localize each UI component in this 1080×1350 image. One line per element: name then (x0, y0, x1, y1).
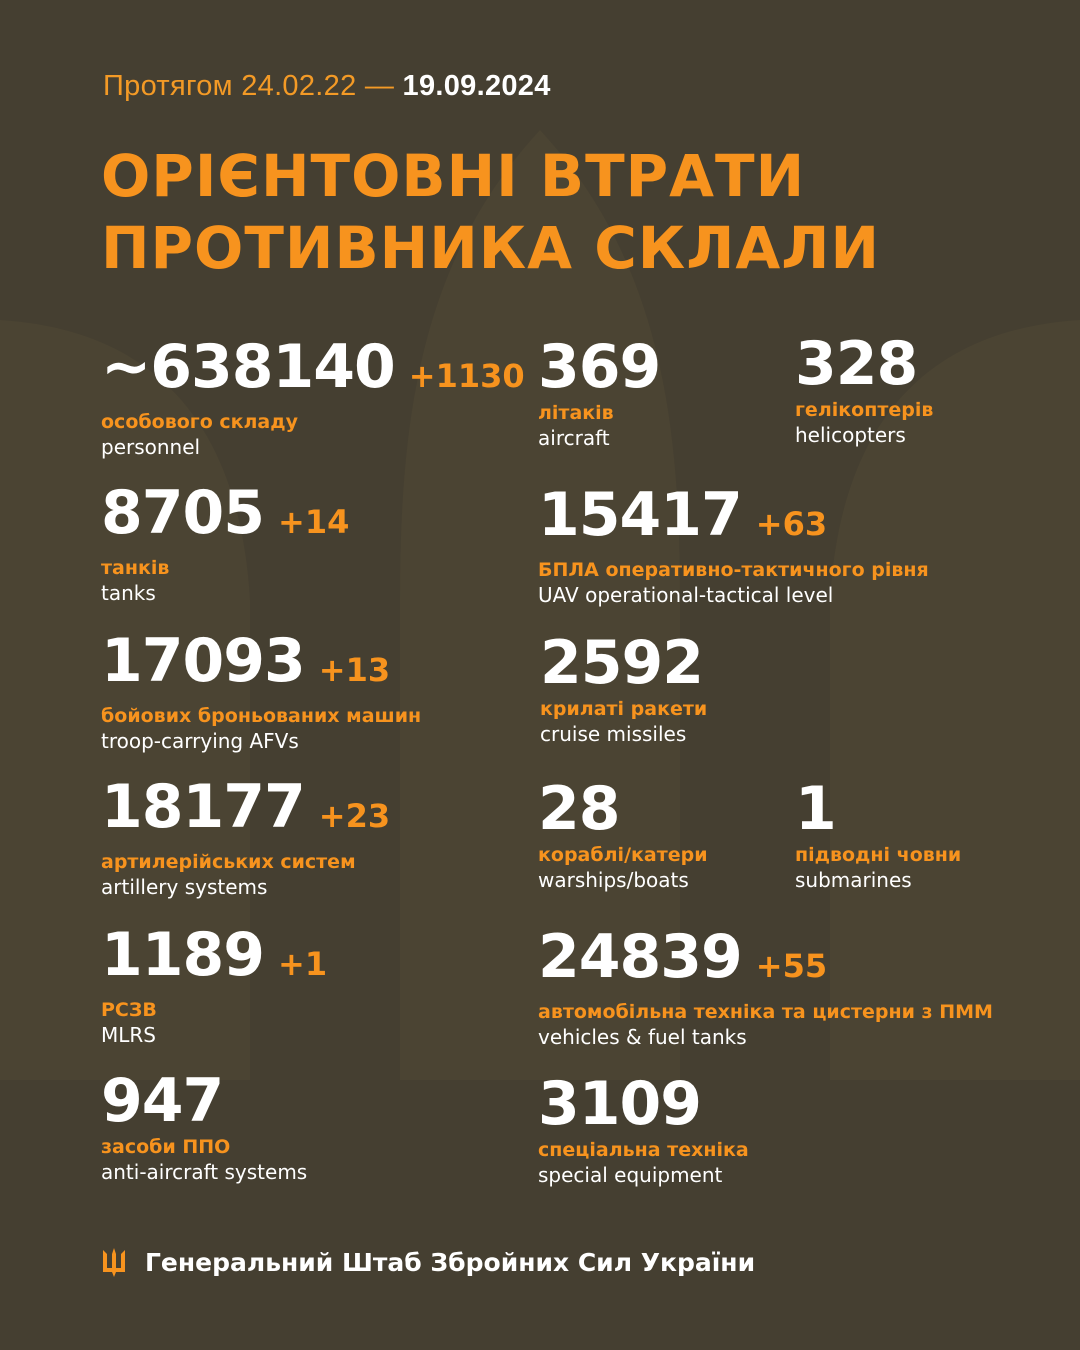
title-line-2: ПРОТИВНИКА СКЛАЛИ (101, 214, 880, 282)
stat-label-en: submarines (795, 868, 912, 892)
stat-delta: +1 (278, 945, 328, 983)
stat-value: 947 (101, 1066, 224, 1136)
stat-label-en: troop-carrying AFVs (101, 729, 299, 753)
stat-label-ua: кораблі/катери (538, 844, 708, 866)
stat-mlrs: 1189 +1 РСЗВ MLRS (101, 924, 327, 1047)
stat-value: 15417 (538, 480, 743, 550)
page-title: ОРІЄНТОВНІ ВТРАТИ ПРОТИВНИКА СКЛАЛИ (101, 140, 880, 284)
stat-personnel: ~638140 +1130 особового складу personnel (101, 336, 525, 459)
stat-label-ua: літаків (538, 402, 614, 424)
stat-delta: +63 (755, 505, 828, 543)
stat-value: 328 (795, 329, 918, 399)
period: Протягом 24.02.22 — 19.09.2024 (103, 70, 551, 103)
stat-label-en: cruise missiles (540, 722, 687, 746)
stat-value: 3109 (538, 1069, 702, 1139)
stat-label-en: artillery systems (101, 875, 268, 899)
stat-label-ua: спеціальна техніка (538, 1139, 749, 1161)
stat-label-en: anti-aircraft systems (101, 1160, 308, 1184)
stat-delta: +55 (755, 947, 828, 985)
stat-label-ua: танків (101, 557, 170, 579)
stat-label-en: aircraft (538, 426, 610, 450)
stat-label-ua: гелікоптерів (795, 399, 934, 421)
period-prefix: Протягом 24.02.22 — (103, 70, 395, 102)
stat-value: 17093 (101, 626, 306, 696)
stat-label-en: personnel (101, 435, 201, 459)
stat-delta: +23 (318, 797, 391, 835)
stat-cruise-missiles: 2592 крилаті ракети cruise missiles (540, 632, 707, 746)
stat-label-ua: РСЗВ (101, 999, 157, 1021)
stat-label-ua: засоби ППО (101, 1136, 231, 1158)
stat-label-en: helicopters (795, 423, 906, 447)
stat-label-en: MLRS (101, 1023, 156, 1047)
footer-text: Генеральний Штаб Збройних Сил України (145, 1247, 756, 1277)
stat-label-ua: артилерійських систем (101, 851, 356, 873)
stat-uav: 15417 +63 БПЛА оперативно-тактичного рівн… (538, 484, 929, 607)
stat-value: 24839 (538, 922, 743, 992)
stat-label-ua: бойових броньованих машин (101, 705, 422, 727)
stat-warships: 28 кораблі/катери warships/boats (538, 778, 708, 892)
stat-label-ua: підводні човни (795, 844, 962, 866)
trident-icon (103, 1248, 125, 1277)
stat-value: 18177 (101, 772, 306, 842)
period-date: 19.09.2024 (402, 70, 551, 102)
stat-aircraft: 369 літаків aircraft (538, 336, 661, 450)
stat-vehicles: 24839 +55 автомобільна техніка та цистерн… (538, 926, 993, 1049)
stat-label-en: tanks (101, 581, 156, 605)
stat-delta: +14 (278, 503, 350, 541)
stat-value: ~638140 (101, 332, 396, 402)
stat-special-equipment: 3109 спеціальна техніка special equipmen… (538, 1073, 749, 1187)
stat-label-ua: БПЛА оперативно-тактичного рівня (538, 559, 929, 581)
stat-tanks: 8705 +14 танків tanks (101, 482, 349, 605)
stat-value: 1189 (101, 920, 265, 990)
stat-label-en: UAV operational-tactical level (538, 583, 834, 607)
footer: Генеральний Штаб Збройних Сил України (101, 1246, 755, 1278)
stat-artillery: 18177 +23 артилерійських систем artillery… (101, 776, 390, 899)
title-line-1: ОРІЄНТОВНІ ВТРАТИ (101, 142, 806, 210)
stat-submarines: 1 підводні човни submarines (795, 778, 961, 892)
stat-helicopters: 328 гелікоптерів helicopters (795, 333, 933, 447)
stat-value: 8705 (101, 478, 265, 548)
stat-afv: 17093 +13 бойових броньованих машин troop… (101, 630, 421, 753)
stat-value: 1 (795, 774, 837, 844)
stat-label-en: vehicles & fuel tanks (538, 1025, 747, 1049)
stat-value: 28 (538, 774, 620, 844)
stat-label-en: warships/boats (538, 868, 689, 892)
stat-label-ua: особового складу (101, 411, 298, 433)
stat-label-ua: крилаті ракети (540, 698, 708, 720)
stat-delta: +13 (318, 651, 391, 689)
stat-value: 369 (538, 332, 661, 402)
stat-anti-aircraft: 947 засоби ППО anti-aircraft systems (101, 1070, 307, 1184)
stat-delta: +1130 (408, 357, 525, 395)
stat-label-ua: автомобільна техніка та цистерни з ПММ (538, 1001, 993, 1023)
stat-label-en: special equipment (538, 1163, 723, 1187)
stat-value: 2592 (540, 628, 704, 698)
